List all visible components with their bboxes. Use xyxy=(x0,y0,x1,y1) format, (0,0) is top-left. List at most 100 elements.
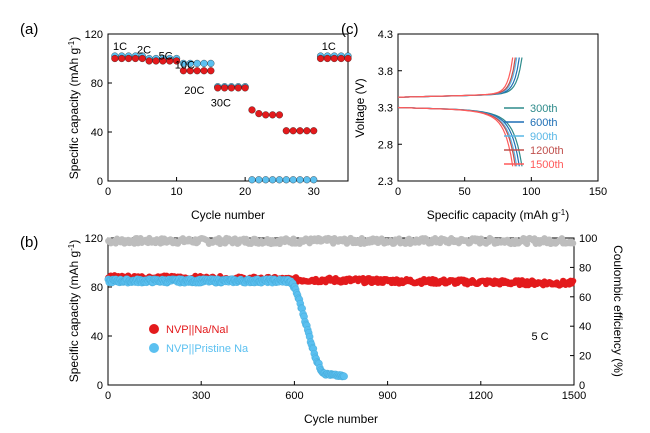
charge-curve-1200th xyxy=(398,57,516,98)
data-point-a xyxy=(310,176,318,184)
x-tick-label-c: 50 xyxy=(459,186,471,198)
data-point-a xyxy=(255,110,263,118)
y-tick-label-c: 2.8 xyxy=(378,139,393,151)
data-point-a xyxy=(275,111,283,119)
rate-label-a: 30C xyxy=(211,97,231,109)
rate-label-a: 1C xyxy=(113,41,127,53)
panel-label-a: (a) xyxy=(20,21,38,38)
y2-tick-label-b: 80 xyxy=(579,262,591,274)
data-point-a xyxy=(241,84,249,92)
rate-annotation-b: 5 C xyxy=(531,331,548,343)
data-point-a xyxy=(125,54,133,63)
x-tick-label-b: 300 xyxy=(192,390,210,402)
data-point-a xyxy=(234,84,242,92)
legend-label-c: 600th xyxy=(530,117,558,129)
data-point-a xyxy=(200,67,208,75)
data-point-a xyxy=(207,59,215,67)
y-tick-label-a: 40 xyxy=(91,127,103,139)
data-point-a xyxy=(173,57,181,65)
data-point-a xyxy=(269,111,277,119)
legend-label-c: 1200th xyxy=(530,145,564,157)
charge-curve-1500th xyxy=(398,57,514,98)
rate-label-a: 1C xyxy=(322,41,336,53)
capacity-point-pristine-na xyxy=(340,372,348,381)
y2-tick-label-b: 20 xyxy=(579,351,591,363)
legend-label-pristine-na: NVP||Pristine Na xyxy=(166,343,249,355)
y2-axis-label-b: Coulombic efficiency (%) xyxy=(611,245,625,377)
y-tick-label-a: 0 xyxy=(97,176,103,188)
legend-marker-na-nai xyxy=(149,324,159,334)
x-tick-label-c: 150 xyxy=(589,186,607,198)
data-point-a xyxy=(145,57,153,65)
data-point-a xyxy=(138,54,146,63)
rate-label-a: 2C xyxy=(137,45,151,57)
data-point-a xyxy=(262,111,270,119)
data-point-a xyxy=(269,176,277,184)
panel-label-c: (c) xyxy=(341,21,359,38)
x-tick-label-a: 10 xyxy=(170,186,182,198)
data-point-a xyxy=(262,176,270,184)
data-point-a xyxy=(330,54,338,63)
x-tick-label-b: 1200 xyxy=(469,390,493,402)
y-tick-label-c: 4.3 xyxy=(378,29,393,41)
data-point-a xyxy=(207,67,215,75)
efficiency-point-b xyxy=(523,240,531,248)
data-point-a xyxy=(323,54,331,63)
y-tick-label-b: 80 xyxy=(91,282,103,294)
legend-label-c: 900th xyxy=(530,131,558,143)
x-axis-label-b: Cycle number xyxy=(304,412,378,426)
x-tick-label-b: 600 xyxy=(285,390,303,402)
panel-label-b: (b) xyxy=(20,234,38,251)
y-axis-label-a: Specific capacity (mAh g-1) xyxy=(67,37,81,180)
y-tick-label-b: 120 xyxy=(85,233,103,245)
legend-label-c: 1500th xyxy=(530,159,564,171)
x-tick-label-b: 0 xyxy=(105,390,111,402)
discharge-curve-600th xyxy=(397,106,520,167)
y2-tick-label-b: 0 xyxy=(579,380,585,392)
charge-curve-900th xyxy=(398,57,518,98)
x-tick-label-b: 900 xyxy=(378,390,396,402)
x-tick-label-a: 20 xyxy=(239,186,251,198)
data-point-a xyxy=(248,176,256,184)
y2-tick-label-b: 40 xyxy=(579,321,591,333)
y-tick-label-b: 40 xyxy=(91,331,103,343)
y-tick-label-c: 3.8 xyxy=(378,66,393,78)
x-tick-label-c: 100 xyxy=(522,186,540,198)
y-tick-label-c: 2.3 xyxy=(378,176,393,188)
data-point-a xyxy=(282,176,290,184)
x-tick-label-b: 1500 xyxy=(562,390,586,402)
plot-area-b xyxy=(107,237,575,386)
y-tick-label-a: 80 xyxy=(91,78,103,90)
x-axis-label-c: Specific capacity (mAh g-1) xyxy=(427,208,570,222)
data-point-a xyxy=(317,54,325,63)
chart-b: (b) 0 300 600 900 1200 1500040801200204060801… xyxy=(20,233,625,426)
legend-b: NVP||Na/NaI NVP||Pristine Na xyxy=(149,324,249,355)
y-tick-label-a: 120 xyxy=(85,29,103,41)
y-axis-label-c: Voltage (V) xyxy=(353,78,367,137)
data-point-a xyxy=(275,176,283,184)
data-point-a xyxy=(200,59,208,67)
data-point-a xyxy=(289,127,297,135)
data-point-a xyxy=(289,176,297,184)
data-point-a xyxy=(227,84,235,92)
data-point-a xyxy=(255,176,263,184)
discharge-curve-300th xyxy=(397,106,523,167)
y2-tick-label-b: 60 xyxy=(579,292,591,304)
discharge-curve-1500th xyxy=(397,106,514,167)
y-tick-label-b: 0 xyxy=(97,380,103,392)
legend-marker-pristine-na xyxy=(149,343,159,353)
data-point-a xyxy=(118,54,126,63)
data-point-a xyxy=(344,54,352,63)
legend-label-na-nai: NVP||Na/NaI xyxy=(166,324,229,336)
data-point-a xyxy=(282,127,290,135)
x-tick-label-a: 30 xyxy=(308,186,320,198)
y-tick-label-c: 3.3 xyxy=(378,103,393,115)
data-point-a xyxy=(221,84,229,92)
x-axis-label-a: Cycle number xyxy=(191,208,265,222)
data-point-a xyxy=(111,54,119,63)
plot-area-c xyxy=(397,33,599,182)
efficiency-point-b xyxy=(569,240,577,247)
x-tick-label-c: 0 xyxy=(395,186,401,198)
